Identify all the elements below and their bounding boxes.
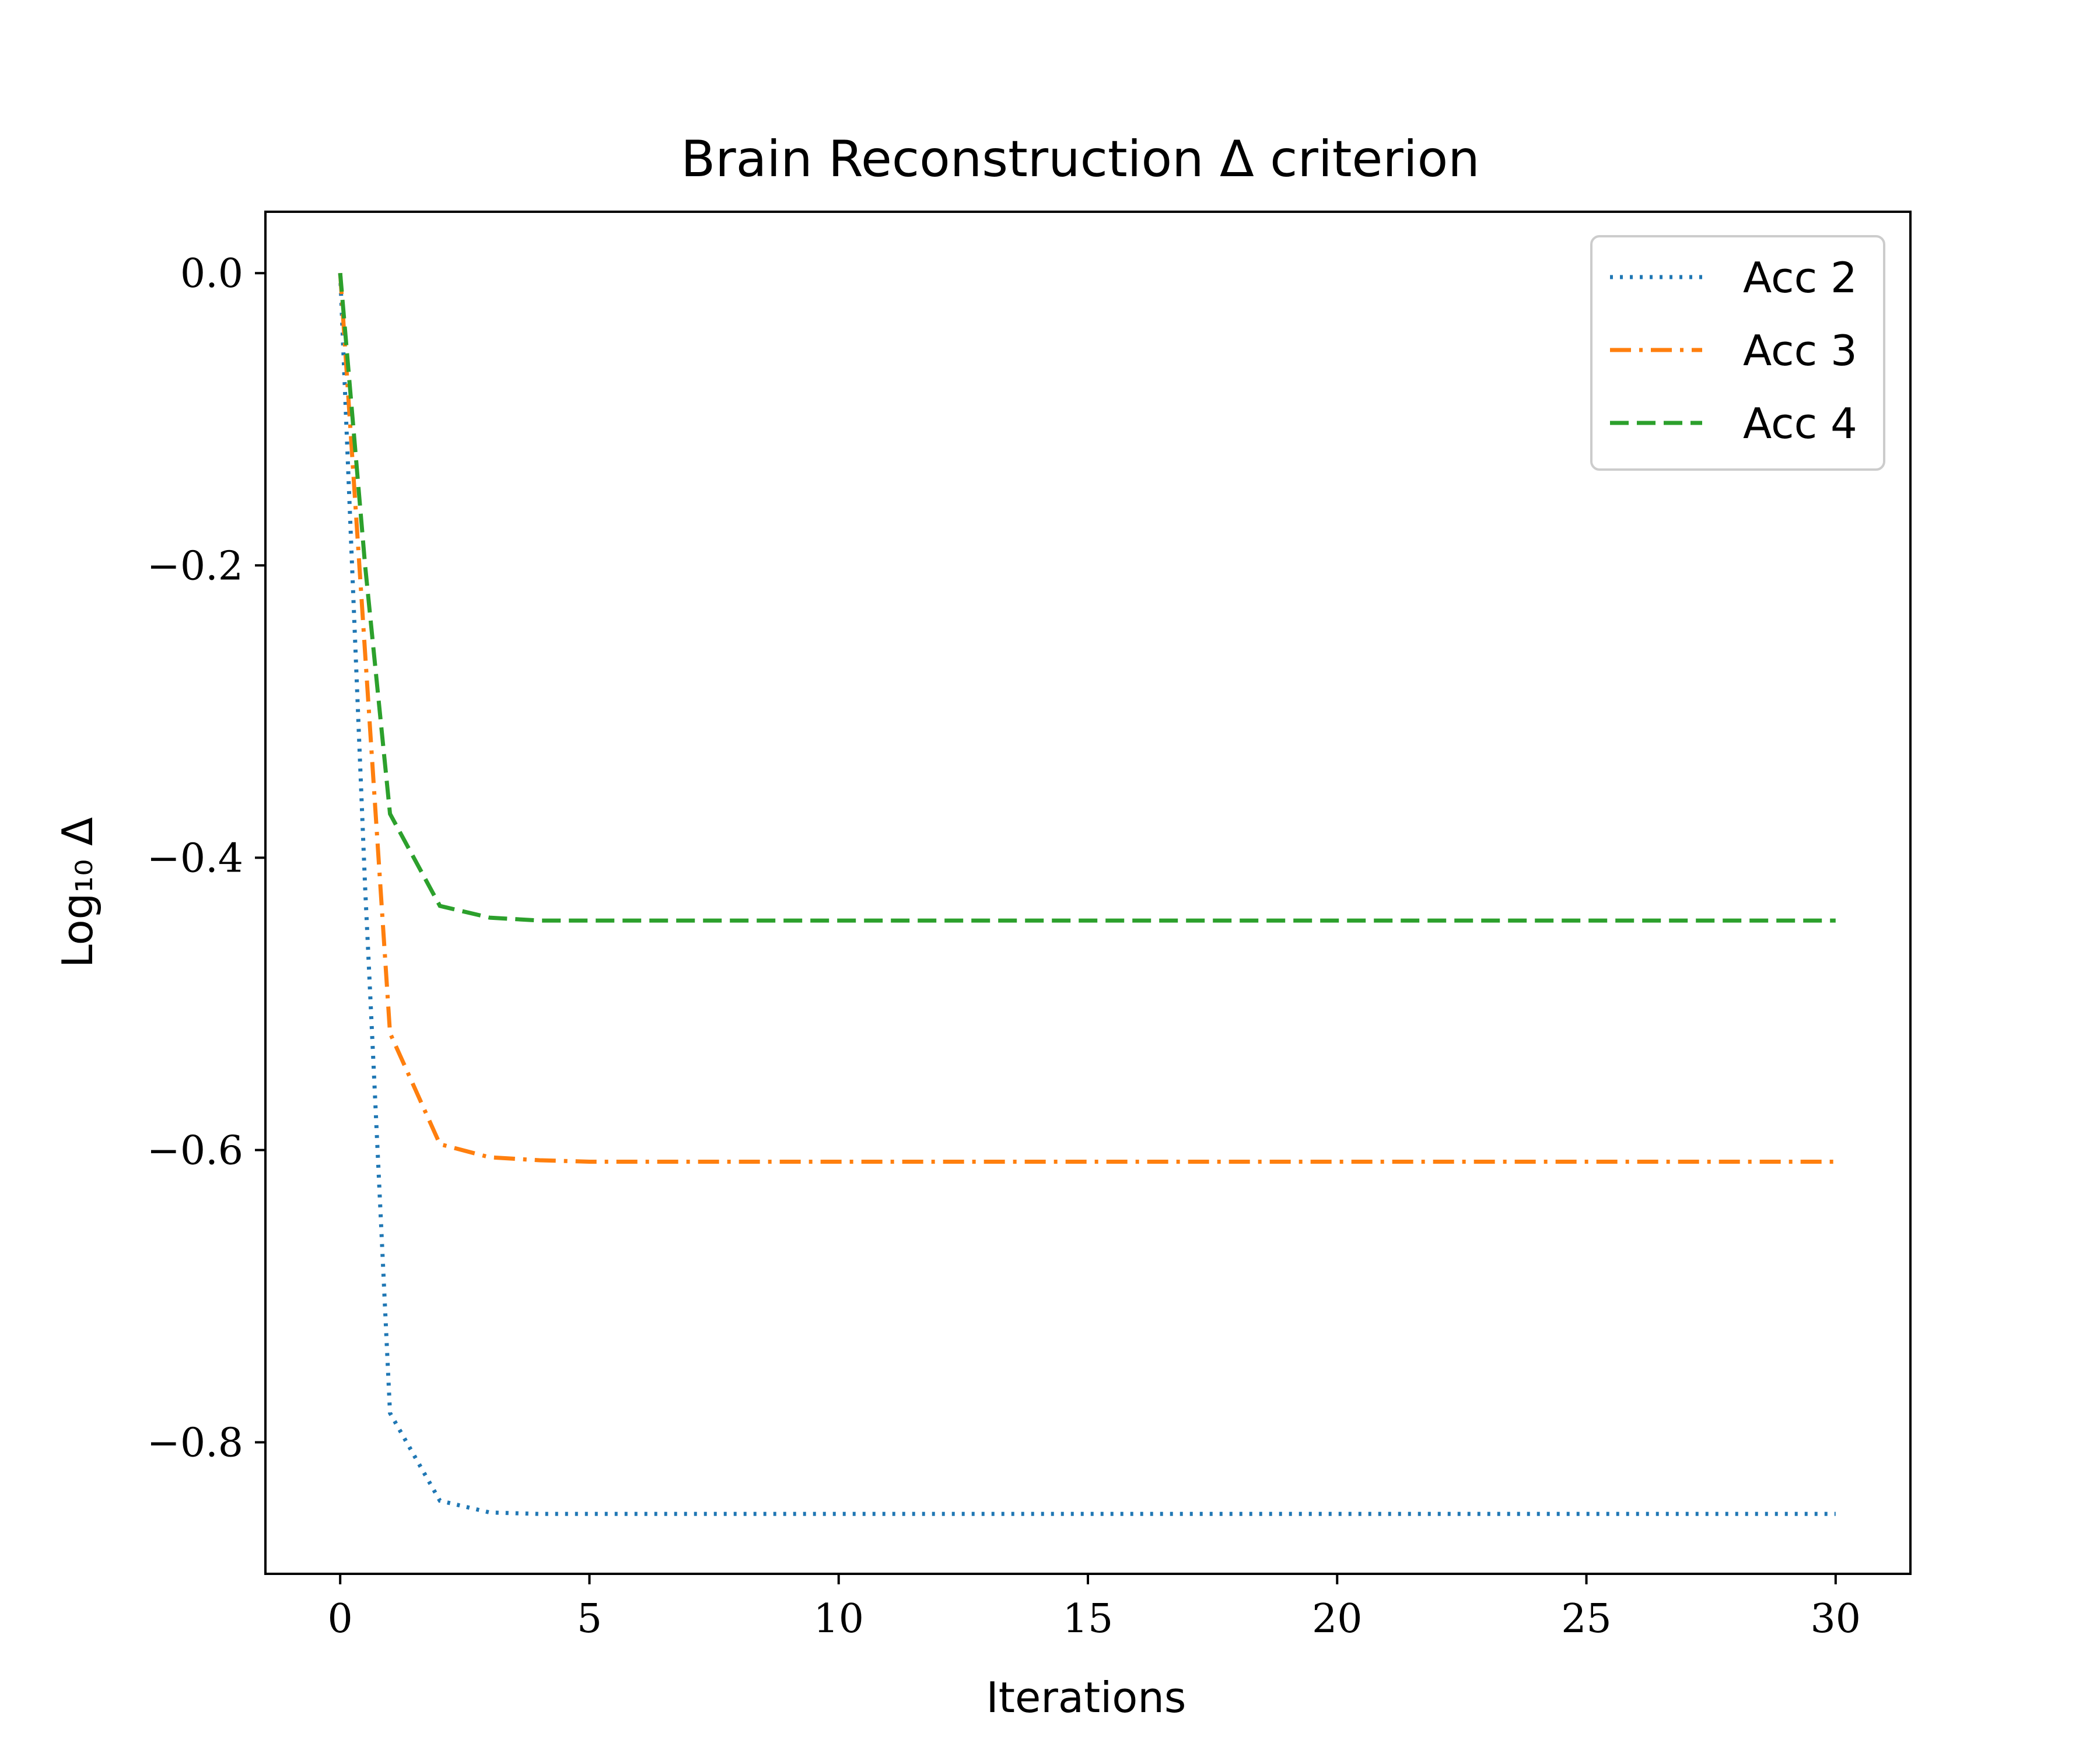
- y-tick-label: −0.4: [147, 835, 243, 881]
- x-tick-label: 30: [1811, 1596, 1861, 1642]
- series-line-2: [338, 272, 1836, 1164]
- x-tick-label: 25: [1561, 1596, 1612, 1642]
- legend-label-2: Acc 3: [1743, 326, 1857, 375]
- x-tick-label: 20: [1312, 1596, 1363, 1642]
- chart-title: Brain Reconstruction Δ criterion: [681, 130, 1479, 188]
- y-tick-label: −0.6: [147, 1128, 243, 1174]
- legend-items: Acc 2 Acc 3 Acc 4: [1610, 253, 1857, 448]
- legend-label-1: Acc 2: [1743, 253, 1857, 302]
- x-tick-label: 5: [577, 1596, 602, 1642]
- series-layer: [338, 272, 1836, 1516]
- x-axis-label: Iterations: [986, 1673, 1186, 1722]
- x-tick-label: 0: [328, 1596, 353, 1642]
- x-tick-label: 15: [1063, 1596, 1114, 1642]
- y-axis-label: Log₁₀ Δ: [53, 817, 102, 968]
- y-tick-label: 0.0: [180, 251, 243, 297]
- x-axis: 0 5 10 15 20 25 30: [328, 1574, 1861, 1642]
- y-tick-label: −0.8: [147, 1420, 243, 1466]
- y-tick-label: −0.2: [147, 543, 243, 589]
- x-tick-label: 10: [813, 1596, 864, 1642]
- series-line-1: [338, 273, 1836, 1516]
- legend: Acc 2 Acc 3 Acc 4: [1590, 235, 1885, 471]
- series-line-3: [338, 272, 1836, 923]
- legend-label-3: Acc 4: [1743, 399, 1857, 448]
- y-axis: 0.0 −0.2 −0.4 −0.6 −0.8: [147, 251, 265, 1466]
- legend-box: [1590, 235, 1885, 471]
